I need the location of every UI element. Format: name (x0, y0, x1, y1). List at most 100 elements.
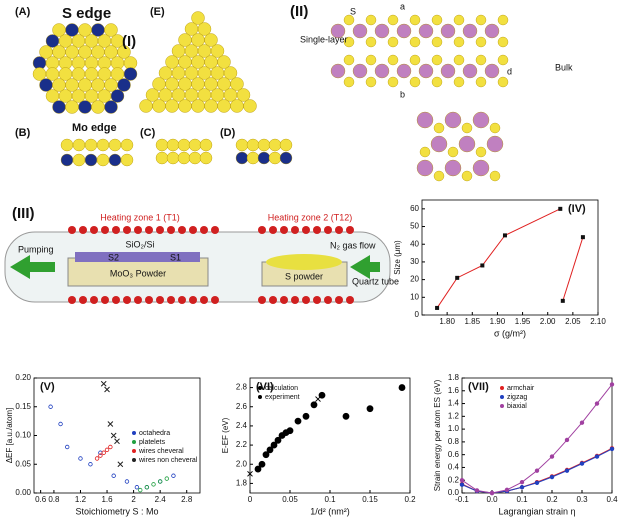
atom (418, 63, 434, 79)
atom (387, 76, 399, 88)
x-tick-label: 0.4 (606, 495, 618, 504)
heater (313, 296, 321, 304)
point (534, 468, 540, 473)
atom (497, 36, 509, 48)
atom (475, 146, 487, 158)
point (94, 456, 100, 461)
y-axis-label: Size (μm) (393, 240, 402, 275)
atom (444, 159, 462, 177)
atom (191, 33, 205, 47)
legend-marker (132, 458, 136, 462)
atom (409, 14, 421, 26)
point (474, 488, 480, 493)
atom (110, 34, 125, 48)
label: Bulk (555, 62, 573, 72)
heater (68, 226, 76, 234)
atom (97, 67, 112, 81)
atom (217, 55, 231, 69)
heater (79, 226, 87, 234)
point (266, 446, 274, 454)
atom (117, 78, 131, 92)
atom (431, 54, 443, 66)
heater (269, 296, 277, 304)
atom (433, 170, 445, 182)
atom (191, 77, 205, 91)
y-tick-label: 0.20 (15, 373, 31, 382)
point (594, 401, 600, 406)
label: S1 (170, 252, 181, 262)
label: Pumping (18, 244, 54, 254)
point (270, 441, 278, 449)
y-tick-label: 0.05 (15, 459, 31, 468)
label: d (507, 66, 512, 76)
atom (453, 54, 465, 66)
atom (444, 111, 462, 129)
atom (204, 33, 218, 47)
point (104, 386, 110, 393)
atom (461, 170, 473, 182)
atom (458, 135, 476, 153)
atom (45, 67, 60, 81)
heater (90, 296, 98, 304)
atom (197, 22, 212, 36)
y-tick-label: 10 (410, 292, 419, 301)
atom (108, 138, 122, 152)
heater (324, 226, 332, 234)
atom (419, 146, 431, 158)
atom (91, 78, 105, 92)
atom (387, 36, 399, 48)
heater (156, 296, 164, 304)
y-tick-label: 0.4 (448, 463, 460, 472)
atom (453, 14, 465, 26)
atom (120, 153, 134, 167)
atom (78, 100, 92, 114)
atom (409, 76, 421, 88)
series-line (461, 384, 613, 494)
atom (268, 151, 282, 165)
point (549, 454, 555, 459)
heater (167, 226, 175, 234)
atom (279, 138, 293, 152)
label: S (350, 6, 356, 16)
legend-label: calculation (265, 385, 298, 392)
point (48, 404, 53, 409)
atom (139, 99, 153, 113)
label: S powder (285, 271, 323, 281)
heater (178, 226, 186, 234)
x-tick-label: 2.10 (590, 317, 606, 326)
series-line (562, 237, 584, 301)
heater (134, 296, 142, 304)
point (114, 438, 120, 445)
atom (97, 89, 112, 103)
point (100, 380, 107, 387)
y-tick-label: 60 (410, 204, 419, 213)
point (117, 461, 124, 468)
heater (189, 226, 197, 234)
label: Heating zone 2 (T12) (268, 212, 353, 222)
label: b (400, 89, 405, 99)
plot-frame (461, 377, 613, 494)
point (258, 460, 266, 468)
y-tick-label: 30 (410, 257, 419, 266)
atom (352, 23, 368, 39)
atom (191, 99, 205, 113)
atom (431, 76, 443, 88)
heater (101, 226, 109, 234)
heater (302, 296, 310, 304)
x-axis-label: Stoichiometry S : Mo (75, 506, 158, 516)
atom (165, 99, 179, 113)
atom (204, 55, 218, 69)
atom (52, 78, 66, 92)
atom (45, 34, 60, 48)
legend-marker (258, 395, 262, 399)
atom (110, 67, 125, 81)
atom (184, 66, 199, 80)
atom (365, 14, 377, 26)
point (144, 485, 150, 490)
atom (246, 151, 260, 165)
y-tick-label: 0.2 (448, 475, 460, 484)
point (58, 421, 63, 427)
heater (280, 296, 288, 304)
heater (346, 296, 354, 304)
panel-label: (V) (40, 381, 55, 393)
